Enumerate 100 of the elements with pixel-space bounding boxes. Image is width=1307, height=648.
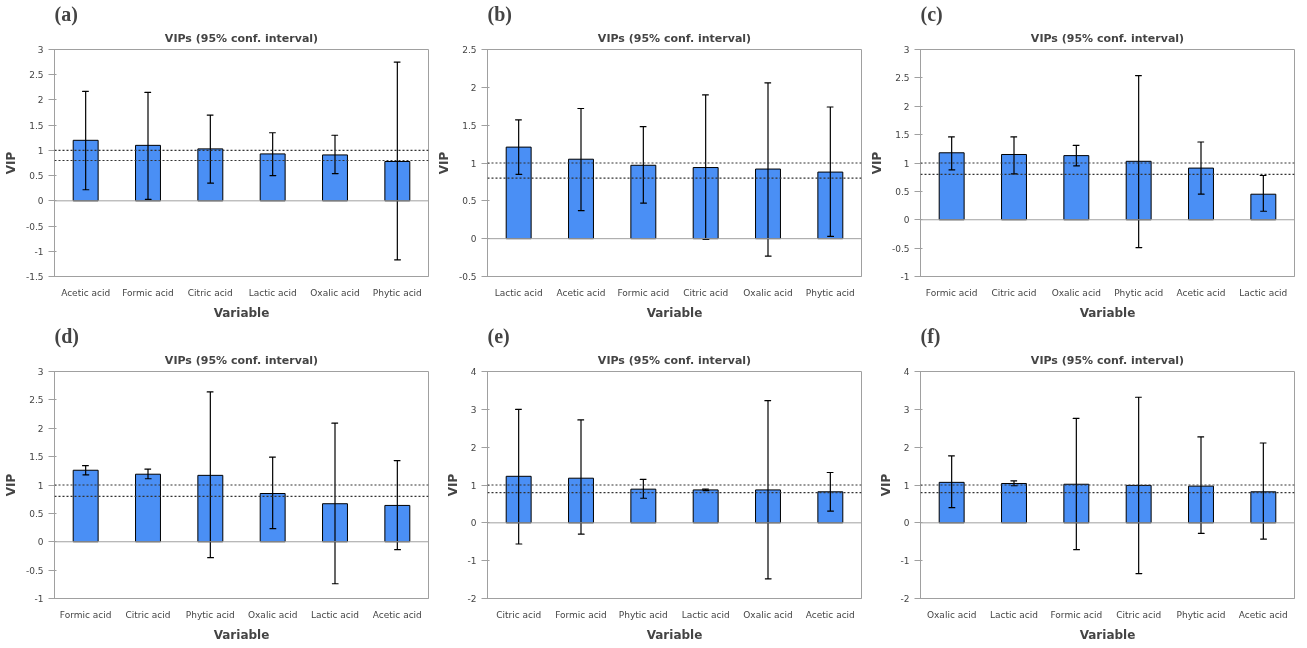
x-tick-label: Formic acid — [617, 287, 670, 298]
y-tick-label: 0 — [37, 537, 44, 548]
x-tick-label: Lactic acid — [311, 609, 359, 620]
text: (f) — [920, 324, 941, 348]
x-tick-label: Acetic acid — [1176, 287, 1226, 298]
x-tick-label: Phytic acid — [1176, 609, 1226, 620]
x-tick-label: Lactic acid — [990, 609, 1038, 620]
y-tick-label: 2.5 — [29, 395, 44, 406]
y-tick-label: 0 — [903, 215, 910, 226]
y-tick-label: 0.5 — [462, 196, 477, 207]
y-tick-label: 2 — [37, 423, 44, 434]
y-tick-label: -0.5 — [25, 565, 44, 576]
y-axis-title: VIP — [3, 151, 18, 175]
y-axis-title: VIP — [878, 473, 893, 497]
y-tick-label: 2 — [903, 442, 910, 453]
y-tick-label: 3 — [903, 45, 910, 55]
y-tick-label: 1 — [470, 158, 477, 169]
x-tick-label: Citric acid — [496, 609, 542, 620]
text: (d) — [54, 324, 79, 348]
chart-title: VIPs (95% conf. interval) — [1030, 353, 1185, 367]
y-tick-label: -0.5 — [891, 243, 910, 254]
y-tick-label: -1 — [900, 556, 910, 567]
y-tick-label: 0.5 — [895, 186, 910, 197]
y-tick-label: 4 — [903, 367, 910, 377]
chart-title: VIPs (95% conf. interval) — [597, 31, 752, 45]
y-axis-title: VIP — [3, 473, 18, 497]
x-tick-label: Lactic acid — [494, 287, 543, 298]
y-tick-label: 1 — [470, 480, 477, 491]
x-tick-label: Oxalic acid — [926, 609, 977, 620]
y-tick-label: -1 — [467, 556, 477, 567]
x-tick-label: Phytic acid — [1114, 287, 1164, 298]
x-tick-label: Citric acid — [1116, 609, 1162, 620]
x-tick-label: Citric acid — [187, 287, 233, 298]
y-tick-label: 2 — [470, 442, 477, 453]
y-tick-label: 0.5 — [29, 508, 44, 519]
text: (b) — [487, 2, 512, 26]
x-axis-title: Variable — [213, 627, 270, 642]
y-tick-label: -0.5 — [25, 221, 44, 232]
y-tick-label: 1.5 — [29, 120, 44, 131]
y-tick-label: 1 — [903, 158, 910, 169]
y-tick-label: 2.5 — [895, 73, 910, 84]
x-tick-label: Citric acid — [683, 287, 729, 298]
y-tick-label: -1 — [34, 594, 44, 604]
y-tick-label: -0.5 — [458, 272, 477, 282]
y-tick-label: -1.5 — [25, 272, 44, 282]
y-tick-label: 0 — [470, 518, 477, 529]
y-tick-label: 3 — [903, 404, 910, 415]
y-tick-label: 2.5 — [29, 70, 44, 81]
y-tick-label: 3 — [470, 404, 477, 415]
text: (a) — [54, 2, 78, 26]
x-tick-label: Acetic acid — [1238, 609, 1288, 620]
y-tick-label: 1 — [37, 480, 44, 491]
x-tick-label: Phytic acid — [185, 609, 235, 620]
x-tick-label: Phytic acid — [372, 287, 422, 298]
y-axis-title: VIP — [436, 151, 451, 175]
y-tick-label: 0.5 — [29, 171, 44, 182]
x-tick-label: Formic acid — [555, 609, 607, 620]
y-tick-label: 1 — [37, 145, 44, 156]
y-tick-label: 1 — [903, 480, 910, 491]
x-tick-label: Oxalic acid — [310, 287, 360, 298]
x-tick-label: Formic acid — [1050, 609, 1103, 620]
x-axis-title: Variable — [1079, 627, 1136, 642]
y-tick-label: 0 — [903, 518, 910, 529]
x-tick-label: Acetic acid — [556, 287, 606, 298]
x-tick-label: Lactic acid — [681, 609, 730, 620]
y-tick-label: 1.5 — [462, 120, 477, 131]
y-tick-label: 4 — [470, 367, 477, 377]
y-tick-label: 2 — [470, 82, 477, 93]
x-tick-label: Acetic acid — [805, 609, 855, 620]
x-tick-label: Phytic acid — [805, 287, 855, 298]
x-tick-label: Acetic acid — [61, 287, 111, 298]
y-tick-label: 1.5 — [29, 452, 44, 463]
x-tick-label: Formic acid — [59, 609, 112, 620]
y-tick-label: 2 — [903, 101, 910, 112]
y-tick-label: 2.5 — [462, 45, 477, 55]
y-axis-title: VIP — [869, 151, 884, 175]
x-tick-label: Formic acid — [925, 287, 978, 298]
x-tick-label: Oxalic acid — [743, 609, 793, 620]
text: (e) — [487, 324, 510, 348]
y-tick-label: -2 — [900, 594, 910, 604]
x-tick-label: Lactic acid — [1239, 287, 1288, 298]
x-tick-label: Lactic acid — [248, 287, 297, 298]
chart-title: VIPs (95% conf. interval) — [597, 353, 752, 367]
y-tick-label: -2 — [467, 594, 477, 604]
y-tick-label: 0 — [37, 196, 44, 207]
chart-title: VIPs (95% conf. interval) — [164, 31, 319, 45]
y-tick-label: -1 — [34, 246, 44, 257]
x-axis-title: Variable — [1079, 305, 1136, 320]
y-tick-label: 3 — [37, 367, 44, 377]
y-tick-label: 3 — [37, 45, 44, 55]
y-axis-title: VIP — [445, 473, 460, 497]
x-tick-label: Formic acid — [122, 287, 174, 298]
y-tick-label: 0 — [470, 234, 477, 245]
x-axis-title: Variable — [646, 627, 703, 642]
chart-title: VIPs (95% conf. interval) — [1030, 31, 1185, 45]
x-tick-label: Citric acid — [991, 287, 1037, 298]
x-tick-label: Oxalic acid — [247, 609, 298, 620]
chart-title: VIPs (95% conf. interval) — [164, 353, 319, 367]
x-tick-label: Oxalic acid — [743, 287, 793, 298]
x-tick-label: Acetic acid — [372, 609, 422, 620]
